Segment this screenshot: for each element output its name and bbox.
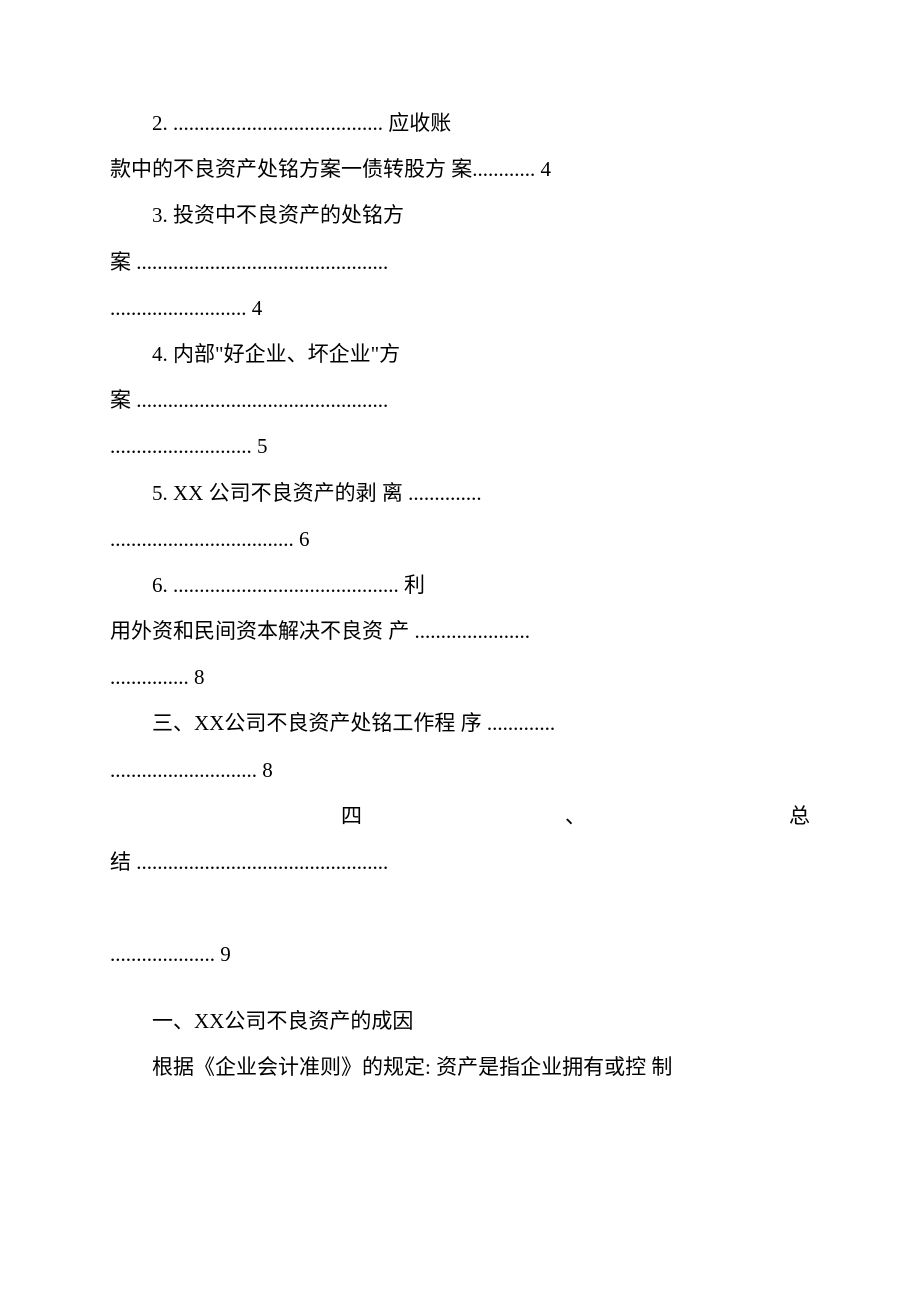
toc-item-6-line2: 用外资和民间资本解决不良资 产 ...................... xyxy=(110,608,810,654)
toc-item-6-line3: ............... 8 xyxy=(110,654,810,700)
toc-item-2-line2: 款中的不良资产处铭方案一债转股方 案............ 4 xyxy=(110,146,810,192)
toc-item-5-line1: 5. XX 公司不良资产的剥 离 .............. xyxy=(110,470,810,516)
toc-item-3-line1: 3. 投资中不良资产的处铭方 xyxy=(110,192,810,238)
toc-item-5-line2: ................................... 6 xyxy=(110,516,810,562)
document-page: 2. .....................................… xyxy=(0,0,920,1190)
body-paragraph-1: 根据《企业会计准则》的规定: 资产是指企业拥有或控 制 xyxy=(110,1044,810,1090)
toc-section-3-line2: ............................ 8 xyxy=(110,747,810,793)
toc-section-4-line2: 结 ......................................… xyxy=(110,839,810,885)
body-heading-1: 一、XX公司不良资产的成因 xyxy=(110,998,810,1044)
toc-item-2-line1: 2. .....................................… xyxy=(110,100,810,146)
toc-section-4-char2: 、 xyxy=(565,793,586,839)
toc-item-4-line1: 4. 内部"好企业、坏企业"方 xyxy=(110,331,810,377)
toc-item-3-line2: 案 ......................................… xyxy=(110,239,810,285)
toc-section-4-char1: 四 xyxy=(341,793,362,839)
blank-spacer xyxy=(110,885,810,931)
toc-item-4-line2: 案 ......................................… xyxy=(110,377,810,423)
toc-item-3-line3: .......................... 4 xyxy=(110,285,810,331)
toc-section-3-line1: 三、XX公司不良资产处铭工作程 序 ............. xyxy=(110,700,810,746)
toc-item-4-line3: ........................... 5 xyxy=(110,423,810,469)
toc-section-4-line3: .................... 9 xyxy=(110,931,810,977)
toc-section-4-char3: 总 xyxy=(789,793,810,839)
toc-section-4-line1: 四 、 总 xyxy=(110,793,810,839)
toc-item-6-line1: 6. .....................................… xyxy=(110,562,810,608)
